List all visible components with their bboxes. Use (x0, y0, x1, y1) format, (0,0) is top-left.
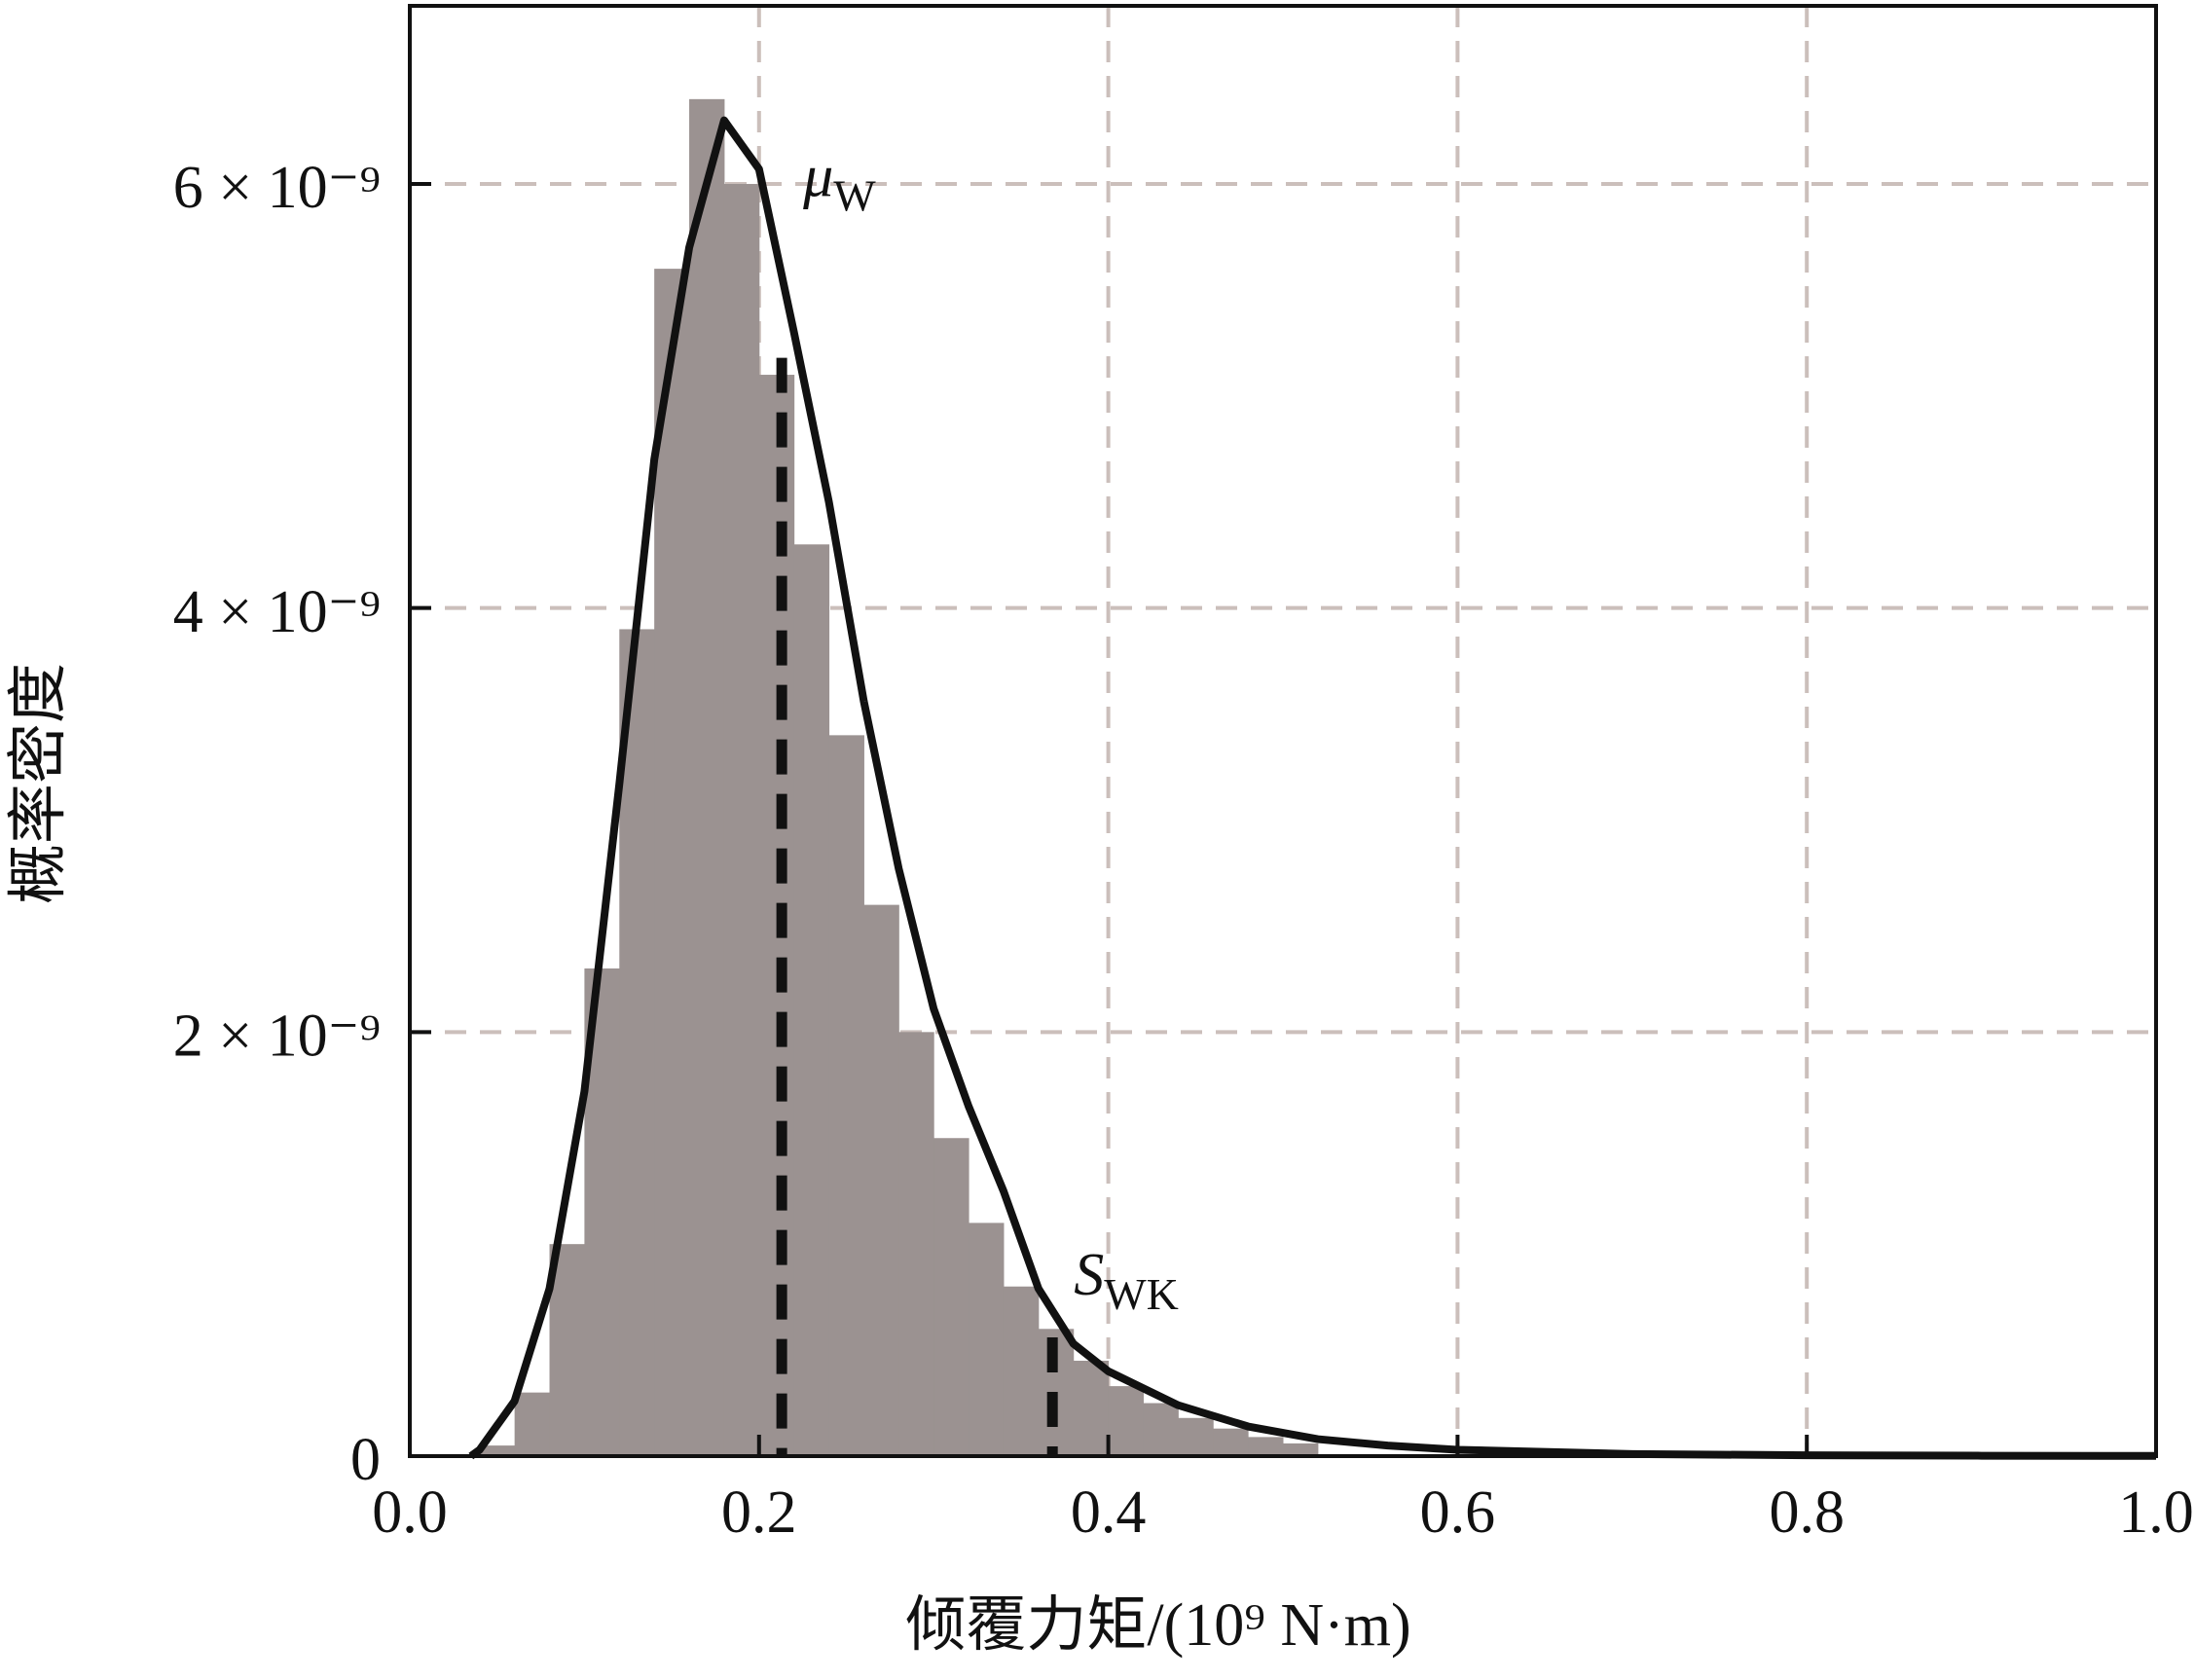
marker-subscript: W (833, 170, 876, 220)
x-tick-label: 0.6 (1420, 1479, 1496, 1546)
histogram-bar (1283, 1443, 1319, 1456)
histogram-bar (828, 735, 864, 1456)
x-tick-label: 0.8 (1769, 1479, 1845, 1546)
histogram-bar (514, 1392, 551, 1456)
marker-symbol: S (1074, 1242, 1104, 1308)
marker-label: SWK (1074, 1242, 1179, 1318)
y-tick-label: 2 × 10⁻⁹ (173, 1004, 381, 1070)
y-tick-label: 6 × 10⁻⁹ (173, 155, 381, 221)
x-tick-label: 0.2 (721, 1479, 797, 1546)
histogram-bar (689, 98, 725, 1457)
histogram-bar (1003, 1286, 1040, 1456)
marker-symbol: μ (802, 144, 833, 210)
histogram-bar (723, 183, 760, 1457)
histogram-bar (619, 629, 655, 1456)
histogram-bar (549, 1244, 585, 1456)
histogram-bar (933, 1138, 969, 1456)
histogram-bar (1143, 1403, 1179, 1456)
histogram-bar (863, 904, 899, 1456)
histogram-bar (1178, 1417, 1214, 1456)
x-tick-label: 0.0 (372, 1479, 448, 1546)
histogram-bar (1213, 1428, 1249, 1456)
y-axis-label: 概率密度 (6, 663, 72, 904)
histogram-bar (898, 1032, 934, 1456)
y-tick-label: 0 (350, 1427, 381, 1493)
histogram-bar (1108, 1386, 1144, 1456)
histogram-bar (479, 1445, 516, 1456)
histogram-bar (793, 544, 830, 1456)
x-axis-label: 倾覆力矩/(10⁹ N·m) (905, 1592, 1410, 1659)
marker-label: μW (802, 144, 876, 220)
histogram-bar (1248, 1437, 1284, 1456)
x-tick-label: 0.4 (1071, 1479, 1147, 1546)
histogram-bar (969, 1223, 1005, 1456)
marker-subscript: WK (1104, 1269, 1179, 1319)
y-tick-label: 4 × 10⁻⁹ (173, 579, 381, 645)
x-tick-label: 1.0 (2118, 1479, 2194, 1546)
histogram-bar (1073, 1360, 1110, 1456)
fit-curve (468, 116, 2157, 1460)
plot-frame (408, 4, 2158, 1458)
histogram-bar (654, 269, 690, 1457)
